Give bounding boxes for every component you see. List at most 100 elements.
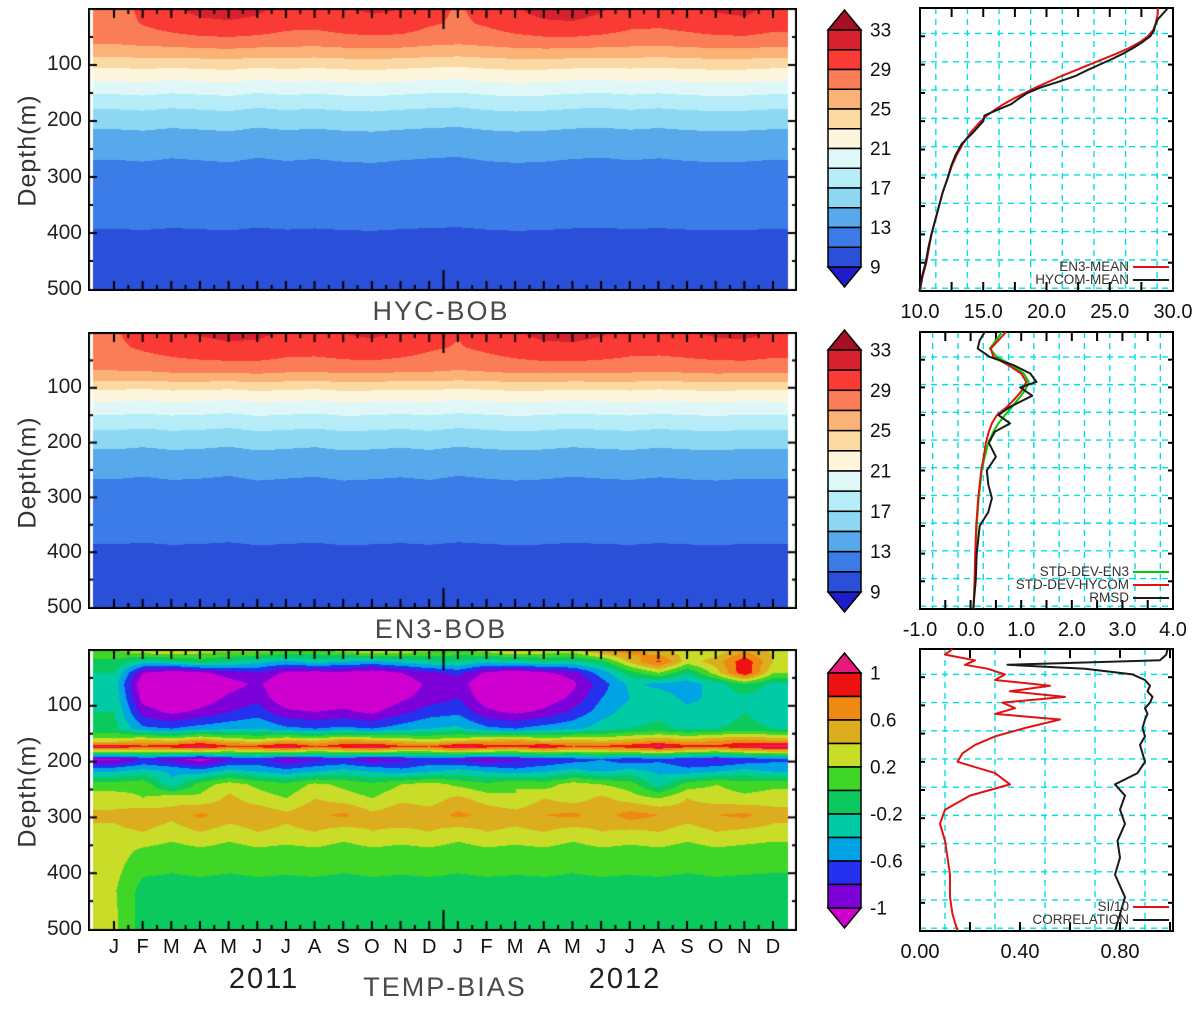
colorbar-segment [827, 766, 862, 792]
colorbar-label: -1 [870, 899, 887, 920]
month-label: A [651, 936, 666, 958]
colorbar-segment [827, 429, 862, 452]
depth-tick-label: 200 [46, 430, 82, 453]
depth-tick-label: 500 [46, 277, 82, 300]
hyc-bob-title: HYC-BOB [372, 296, 510, 326]
colorbar-label: 0.2 [870, 758, 896, 779]
series-hycom-mean [918, 7, 1169, 292]
month-label: S [336, 936, 350, 958]
x-tick-label: 2.0 [1058, 619, 1086, 641]
colorbar-label: 33 [870, 21, 891, 42]
month-label: O [364, 936, 380, 958]
colorbar-segment [827, 550, 862, 573]
depth-axis-label-top: Depth(m) [13, 94, 42, 207]
temp-bias-title: TEMP-BIAS [363, 972, 527, 1002]
legend-label: STD-DEV-HYCOM [1016, 577, 1129, 592]
series-correlation [1006, 648, 1169, 932]
colorbar-segment [827, 789, 862, 815]
colorbar-label: 29 [870, 60, 891, 81]
legend-label: STD-DEV-EN3 [1040, 564, 1129, 579]
month-label: F [480, 936, 493, 958]
x-tick-label: 25.0 [1090, 301, 1129, 323]
colorbar-segment [827, 226, 862, 248]
colorbar-segment [827, 246, 862, 268]
depth-tick-label: 300 [46, 485, 82, 508]
colorbar-label: 0.6 [870, 711, 896, 732]
colorbar-segment [827, 207, 862, 229]
legend-label: EN3-MEAN [1059, 259, 1129, 274]
colorbar-segment [827, 49, 862, 71]
colorbar-label: 9 [870, 583, 881, 604]
plot-frame [919, 7, 1174, 292]
colorbar-segment [827, 450, 862, 472]
colorbar-segment [827, 883, 862, 909]
depth-tick-label: 100 [46, 52, 82, 76]
colorbar-tick-labels: 1 0.6 0.2 -0.2 -0.6 -1 [870, 664, 903, 920]
colorbar-segment [827, 349, 862, 371]
month-label: J [280, 936, 291, 958]
plot-frame [919, 648, 1174, 932]
data-series [972, 331, 1038, 610]
data-series [918, 7, 1169, 292]
colorbar-segment [827, 742, 862, 768]
depth-tick-label: 300 [46, 164, 82, 188]
colorbar-segment [827, 470, 862, 492]
colorbar-segment [827, 128, 862, 150]
depth-tick-label: 400 [46, 220, 82, 244]
colorbar-label: 17 [870, 179, 891, 200]
colorbar-segment [827, 860, 862, 886]
depth-tick-label: 500 [46, 917, 82, 940]
colorbar-segment [827, 68, 862, 90]
colorbar-label: 33 [870, 341, 891, 362]
colorbar-segment [827, 719, 862, 745]
x-tick-label: 10.0 [901, 301, 940, 323]
colorbar-segment [827, 490, 862, 513]
x-tick-label: 0.0 [957, 619, 985, 641]
temp-colorbar-middle: 33 29 25 21 17 13 9 [826, 328, 891, 614]
x-tick-label: 3.0 [1108, 619, 1136, 641]
year-2012-label: 2012 [588, 963, 662, 995]
month-label: M [506, 936, 524, 958]
colorbar-tick-labels: 33 29 25 21 17 13 9 [870, 341, 891, 604]
colorbar-segment [827, 147, 862, 169]
month-label: M [220, 936, 237, 958]
colorbar-segment [827, 813, 862, 839]
x-axis-labels: -1.0 0.0 1.0 2.0 3.0 4.0 [903, 619, 1187, 641]
x-axis-labels: 0.00 0.40 0.80 [901, 941, 1140, 963]
legend-label: HYCOM-MEAN [1035, 272, 1129, 287]
colorbar-label: 13 [870, 542, 891, 563]
month-label: J [596, 936, 607, 958]
colorbar-segment [827, 389, 862, 412]
month-label: D [765, 936, 781, 958]
month-label: J [452, 936, 463, 958]
colorbar-label: 21 [870, 462, 891, 483]
colorbar-label: 21 [870, 139, 891, 160]
temp-bias-contour [88, 649, 797, 931]
colorbar-segments [827, 672, 862, 909]
depth-tick-label: 200 [46, 749, 82, 772]
gridlines [920, 649, 1173, 931]
month-label: M [564, 936, 581, 958]
x-axis-labels: 10.0 15.0 20.0 25.0 30.0 [901, 301, 1193, 323]
x-tick-label: 30.0 [1154, 301, 1193, 323]
depth-tick-label: 200 [46, 108, 82, 132]
colorbar-segments [827, 29, 862, 268]
month-label: N [737, 936, 752, 958]
x-tick-label: 0.40 [1001, 941, 1040, 963]
colorbar-segment [827, 836, 862, 862]
legend-label: RMSD [1089, 590, 1129, 605]
colorbar-segment [827, 672, 862, 698]
x-tick-label: 0.00 [901, 941, 940, 963]
colorbar-segment [827, 187, 862, 209]
colorbar-label: 29 [870, 381, 891, 402]
colorbar-segment [827, 369, 862, 392]
colorbar-segment [827, 167, 862, 189]
gridlines [920, 332, 1173, 609]
month-label: N [393, 936, 408, 958]
x-tick-label: 4.0 [1159, 619, 1187, 641]
